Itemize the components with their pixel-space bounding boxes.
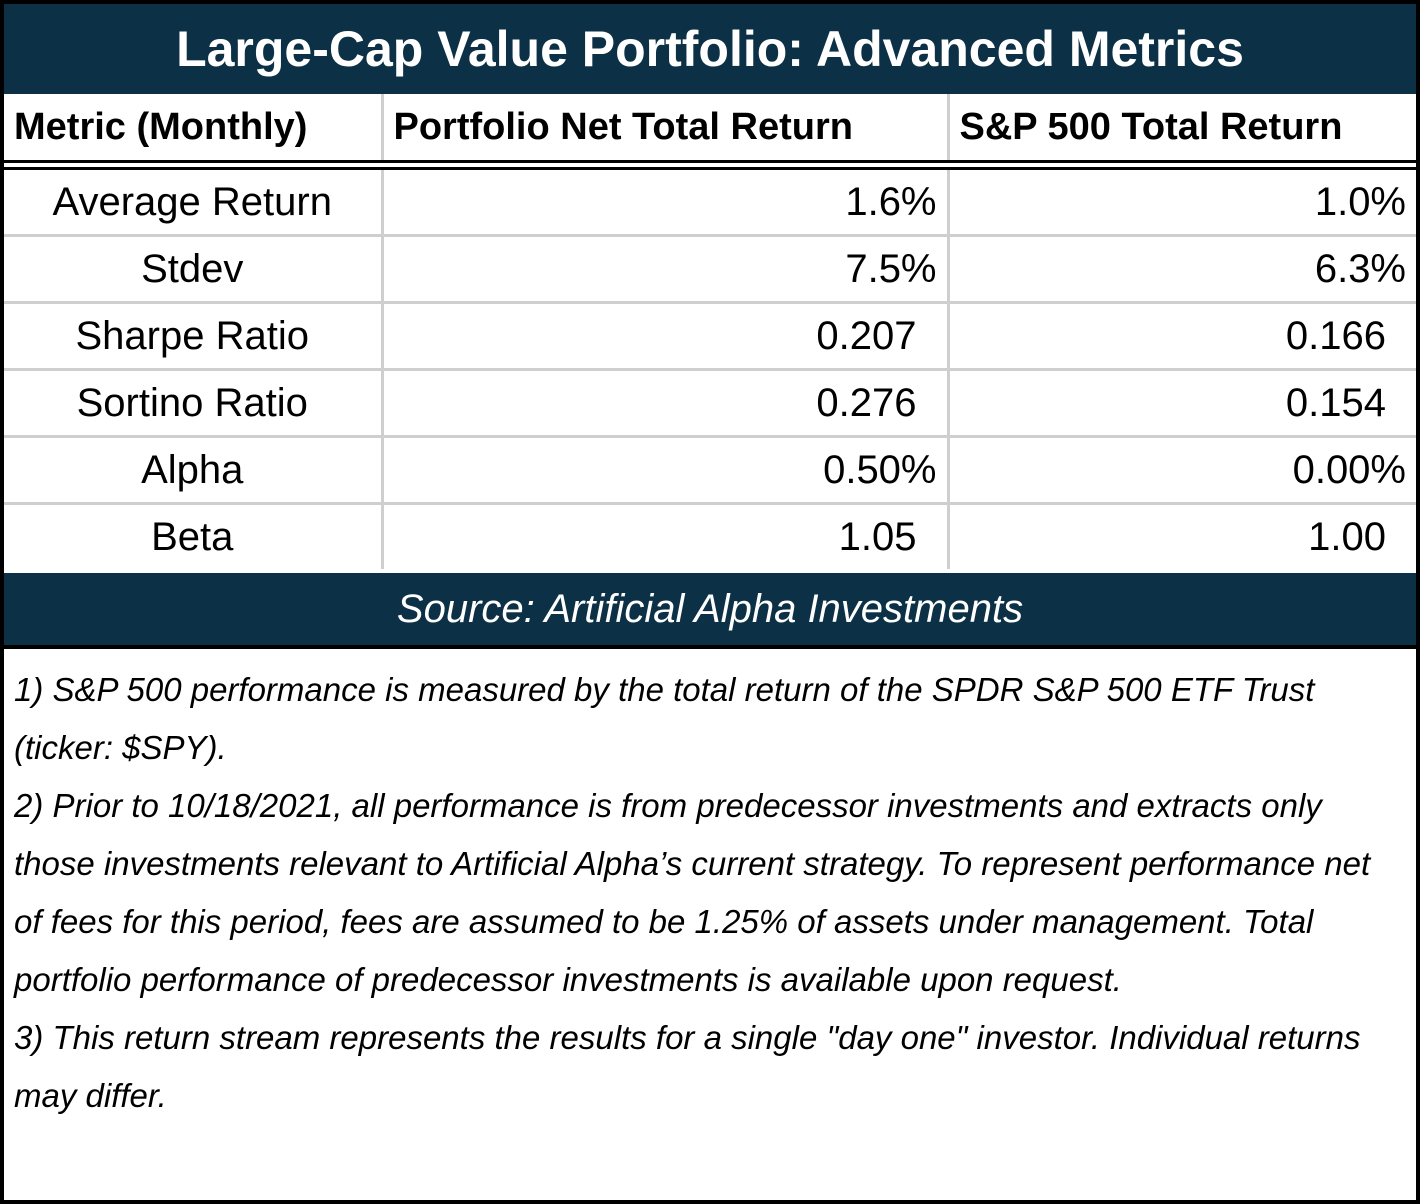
- metric-value: 6.3%: [946, 234, 1416, 303]
- metric-name: Alpha: [4, 435, 382, 504]
- metrics-table: Metric (Monthly) Portfolio Net Total Retu…: [4, 94, 1416, 569]
- metric-name: Average Return: [4, 163, 382, 236]
- table-row: Stdev 7.5% 6.3%: [4, 234, 1416, 303]
- source: Source: Artificial Alpha Investments: [4, 573, 1416, 645]
- column-header: Metric (Monthly): [4, 94, 382, 170]
- note: 1) S&P 500 performance is measured by th…: [14, 671, 1315, 766]
- metric-value: 1.05: [380, 502, 948, 569]
- column-header: Portfolio Net Total Return: [380, 94, 948, 170]
- metric-name: Stdev: [4, 234, 382, 303]
- notes: 1) S&P 500 performance is measured by th…: [4, 645, 1416, 1125]
- table-row: Beta 1.05 1.00: [4, 502, 1416, 569]
- metric-name: Sortino Ratio: [4, 368, 382, 437]
- table-row: Average Return 1.6% 1.0%: [4, 163, 1416, 236]
- metric-name: Sharpe Ratio: [4, 301, 382, 370]
- metric-value: 0.50%: [380, 435, 948, 504]
- metric-value: 0.276: [380, 368, 948, 437]
- metric-value: 7.5%: [380, 234, 948, 303]
- metric-name: Beta: [4, 502, 382, 569]
- metric-value: 0.00%: [946, 435, 1416, 504]
- title: Large-Cap Value Portfolio: Advanced Metr…: [4, 4, 1416, 94]
- metric-value: 1.0%: [946, 163, 1416, 236]
- header-row: Metric (Monthly) Portfolio Net Total Retu…: [4, 94, 1416, 170]
- note: 3) This return stream represents the res…: [14, 1019, 1361, 1114]
- metric-value: 0.166: [946, 301, 1416, 370]
- note: 2) Prior to 10/18/2021, all performance …: [14, 787, 1371, 998]
- metric-value: 1.6%: [380, 163, 948, 236]
- table-row: Sortino Ratio 0.276 0.154: [4, 368, 1416, 437]
- metric-value: 0.207: [380, 301, 948, 370]
- metric-value: 0.154: [946, 368, 1416, 437]
- table-row: Alpha 0.50% 0.00%: [4, 435, 1416, 504]
- metric-value: 1.00: [946, 502, 1416, 569]
- table-row: Sharpe Ratio 0.207 0.166: [4, 301, 1416, 370]
- column-header: S&P 500 Total Return: [946, 94, 1416, 170]
